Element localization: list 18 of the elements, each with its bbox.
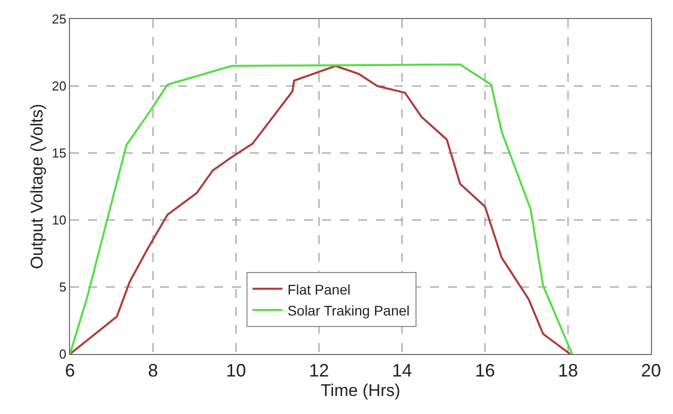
x-tick-label: 18 [558,360,578,381]
x-tick-label: 10 [226,360,246,381]
legend-label: Solar Traking Panel [287,302,410,318]
y-tick-label: 25 [52,12,66,27]
x-tick-label: 16 [474,360,496,381]
x-tick-label: 8 [148,360,158,381]
y-tick-label: 10 [52,212,66,228]
x-axis-title: Time (Hrs) [320,381,400,400]
y-tick-label: 20 [52,78,66,94]
y-tick-label: 5 [59,280,66,295]
x-tick-label: 12 [308,360,330,381]
x-tick-label: 6 [64,360,76,381]
x-tick-label: 20 [640,360,662,381]
y-axis-title: Output Voltage (Volts) [27,104,46,270]
legend-label: Flat Panel [287,281,350,298]
y-tick-label: 0 [59,346,66,362]
y-tick-label: 15 [52,146,66,161]
x-tick-label: 14 [392,360,412,381]
